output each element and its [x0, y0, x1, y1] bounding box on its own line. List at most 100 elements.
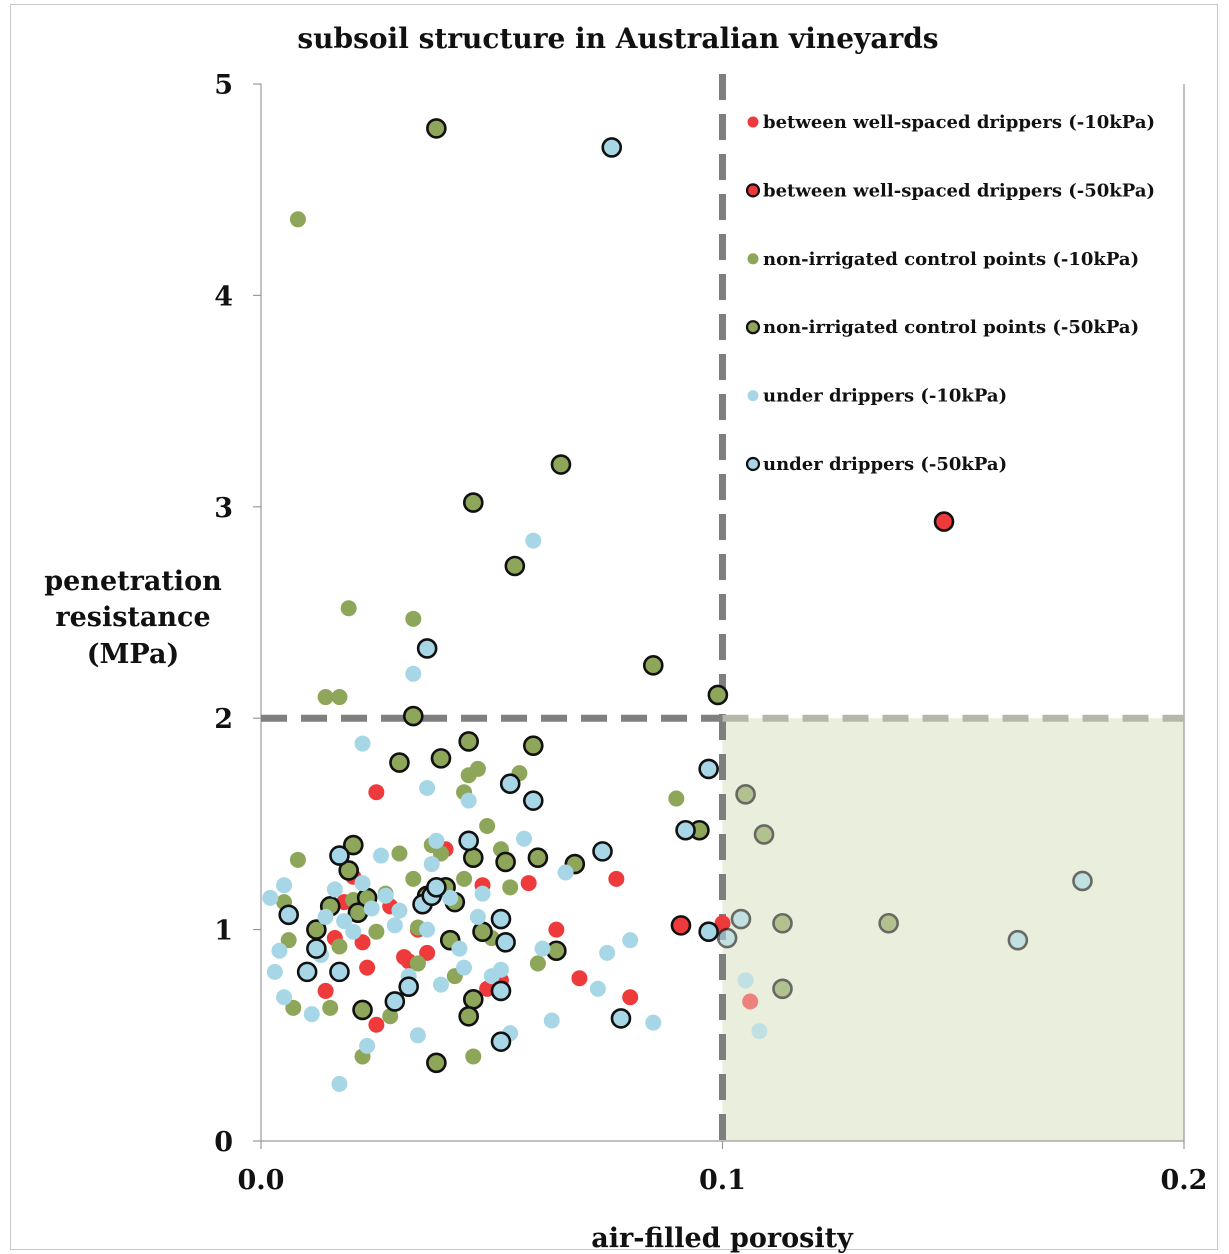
point-series-2: [331, 938, 348, 955]
point-series-4: [391, 902, 408, 919]
point-series-3: [342, 834, 364, 856]
point-series-3: [402, 705, 424, 727]
y-axis-label-line-3: (MPa): [87, 639, 180, 670]
point-series-3: [707, 684, 729, 706]
point-series-0: [368, 1016, 385, 1033]
point-series-4: [492, 961, 509, 978]
point-series-4: [331, 1075, 348, 1092]
y-tick-label: 2: [214, 704, 233, 735]
point-series-4: [377, 887, 394, 904]
point-series-4: [345, 923, 362, 940]
point-series-4: [303, 1006, 320, 1023]
point-series-4: [474, 885, 491, 902]
legend-marker-4: [747, 390, 759, 402]
point-series-2: [280, 932, 297, 949]
point-series-5: [296, 961, 318, 983]
point-series-4: [469, 908, 486, 925]
point-series-0: [548, 921, 565, 938]
point-series-5: [490, 1031, 512, 1052]
y-axis-label-line-2: resistance: [55, 602, 210, 633]
point-series-5: [398, 976, 419, 997]
point-series-4: [409, 1027, 426, 1044]
point-series-0: [571, 970, 588, 987]
y-tick-label: 1: [214, 916, 233, 947]
point-series-3: [495, 851, 516, 873]
point-series-2: [391, 845, 408, 862]
point-series-3: [550, 454, 572, 475]
x-axis-label: air-filled porosity: [591, 1223, 854, 1254]
point-series-2: [285, 999, 302, 1016]
y-tick-label: 3: [214, 493, 233, 524]
point-series-0: [622, 989, 639, 1006]
point-series-0: [520, 875, 537, 892]
point-series-2: [479, 818, 496, 835]
point-series-3: [389, 752, 410, 773]
point-series-0: [317, 982, 334, 999]
point-series-4: [442, 889, 459, 906]
point-series-4: [543, 1012, 560, 1029]
legend-marker-3: [745, 320, 761, 335]
point-series-4: [525, 532, 542, 549]
point-series-3: [522, 735, 544, 756]
point-series-3: [527, 847, 549, 869]
point-series-4: [423, 856, 440, 873]
tick-labels: 0 1 2 3 4 5 0.0 0.1 0.2: [214, 70, 1207, 1196]
legend: between well-spaced drippers (-10kPa) bet…: [745, 112, 1155, 475]
point-series-0: [354, 934, 371, 951]
point-series-2: [529, 955, 546, 972]
point-series-5: [1072, 870, 1093, 892]
point-series-0: [742, 993, 759, 1010]
point-series-4: [354, 875, 371, 892]
point-series-4: [359, 1037, 376, 1054]
point-series-5: [592, 841, 613, 862]
point-series-5: [495, 931, 516, 953]
point-series-4: [326, 881, 343, 898]
point-series-5: [675, 819, 696, 841]
point-series-5: [1007, 929, 1029, 951]
point-series-0: [419, 944, 436, 961]
point-series-0: [368, 784, 385, 801]
point-series-2: [317, 689, 334, 706]
point-series-5: [329, 961, 350, 983]
point-series-4: [645, 1014, 662, 1031]
point-series-4: [354, 735, 371, 752]
point-series-5: [601, 137, 623, 158]
point-series-2: [368, 923, 385, 940]
point-series-1: [670, 915, 692, 936]
point-series-5: [730, 908, 752, 930]
point-series-0: [359, 959, 376, 976]
point-series-3: [878, 912, 899, 934]
point-series-4: [419, 779, 436, 796]
legend-marker-1: [745, 183, 761, 198]
point-series-2: [469, 760, 486, 777]
y-tick-label: 4: [214, 281, 233, 312]
point-series-4: [751, 1023, 768, 1040]
point-series-5: [490, 908, 512, 930]
legend-marker-5: [745, 456, 761, 472]
x-tick-label: 0.0: [238, 1165, 285, 1196]
point-series-1: [933, 511, 955, 532]
point-series-4: [622, 932, 639, 949]
point-series-4: [589, 980, 606, 997]
point-series-2: [289, 211, 306, 228]
point-series-2: [289, 851, 306, 868]
point-series-2: [502, 879, 519, 896]
point-series-2: [340, 600, 357, 617]
point-series-3: [753, 824, 775, 845]
point-series-3: [426, 118, 447, 139]
point-series-4: [262, 889, 279, 906]
legend-label-5: under drippers (-50kPa): [763, 454, 1007, 475]
threshold-lines: [261, 74, 1184, 1141]
point-series-4: [363, 900, 380, 917]
point-series-5: [490, 980, 512, 1002]
point-series-4: [432, 976, 449, 993]
point-series-5: [384, 991, 406, 1012]
point-series-5: [499, 773, 521, 795]
point-series-3: [458, 731, 479, 752]
point-series-5: [329, 845, 350, 866]
point-series-3: [462, 847, 484, 869]
legend-label-2: non-irrigated control points (-10kPa): [763, 249, 1139, 270]
point-series-4: [516, 830, 533, 847]
point-series-0: [608, 870, 625, 887]
point-series-4: [386, 917, 403, 934]
